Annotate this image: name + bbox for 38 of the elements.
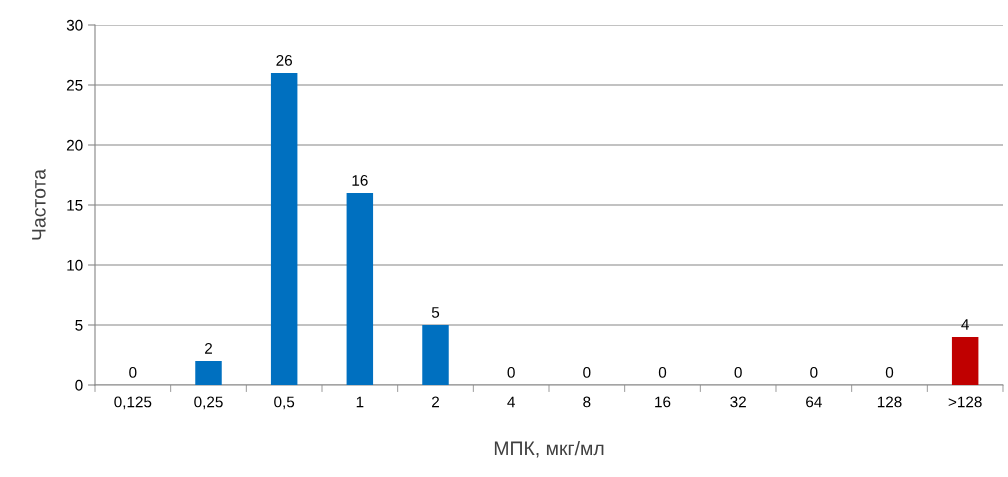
x-axis-title: МПК, мкг/мл: [494, 440, 604, 458]
bar: [422, 325, 449, 385]
x-tick-label: 0,125: [114, 396, 152, 410]
y-tick-label: 30: [66, 19, 83, 31]
data-label: 5: [431, 307, 440, 318]
x-tick-label: 16: [655, 396, 671, 408]
x-tick-label: 4: [507, 396, 515, 408]
data-label: 4: [961, 319, 969, 330]
x-tick-label: 1: [356, 396, 364, 408]
y-tick-label: 10: [67, 259, 83, 271]
y-tick-label: 20: [66, 139, 83, 151]
data-label: 0: [810, 367, 818, 378]
y-axis-title: Частота: [32, 168, 46, 240]
x-tick-label: 0,5: [274, 396, 295, 410]
x-tick-label: 32: [730, 396, 746, 408]
data-label: 26: [276, 55, 292, 66]
data-label: 0: [129, 367, 137, 378]
data-label: 0: [507, 367, 515, 378]
x-tick-label: 128: [877, 396, 902, 408]
y-tick-label: 15: [67, 200, 83, 211]
data-label: 2: [205, 342, 212, 354]
bar: [346, 193, 374, 385]
data-label: 0: [583, 367, 591, 378]
bar: [195, 361, 222, 385]
x-tick-label: 8: [583, 396, 591, 408]
data-label: 16: [352, 175, 368, 186]
y-tick-label: 5: [75, 320, 83, 331]
data-label: 0: [658, 367, 667, 378]
data-label: 0: [885, 367, 894, 378]
bar: [270, 73, 298, 385]
x-tick-label: >128: [948, 396, 982, 408]
x-tick-label: 2: [432, 396, 439, 408]
data-label: 0: [734, 367, 742, 378]
x-tick-label: 0,25: [194, 396, 223, 410]
bar: [951, 337, 979, 385]
y-tick-label: 0: [75, 379, 83, 391]
y-tick-label: 25: [66, 79, 83, 91]
x-tick-label: 64: [806, 396, 822, 408]
